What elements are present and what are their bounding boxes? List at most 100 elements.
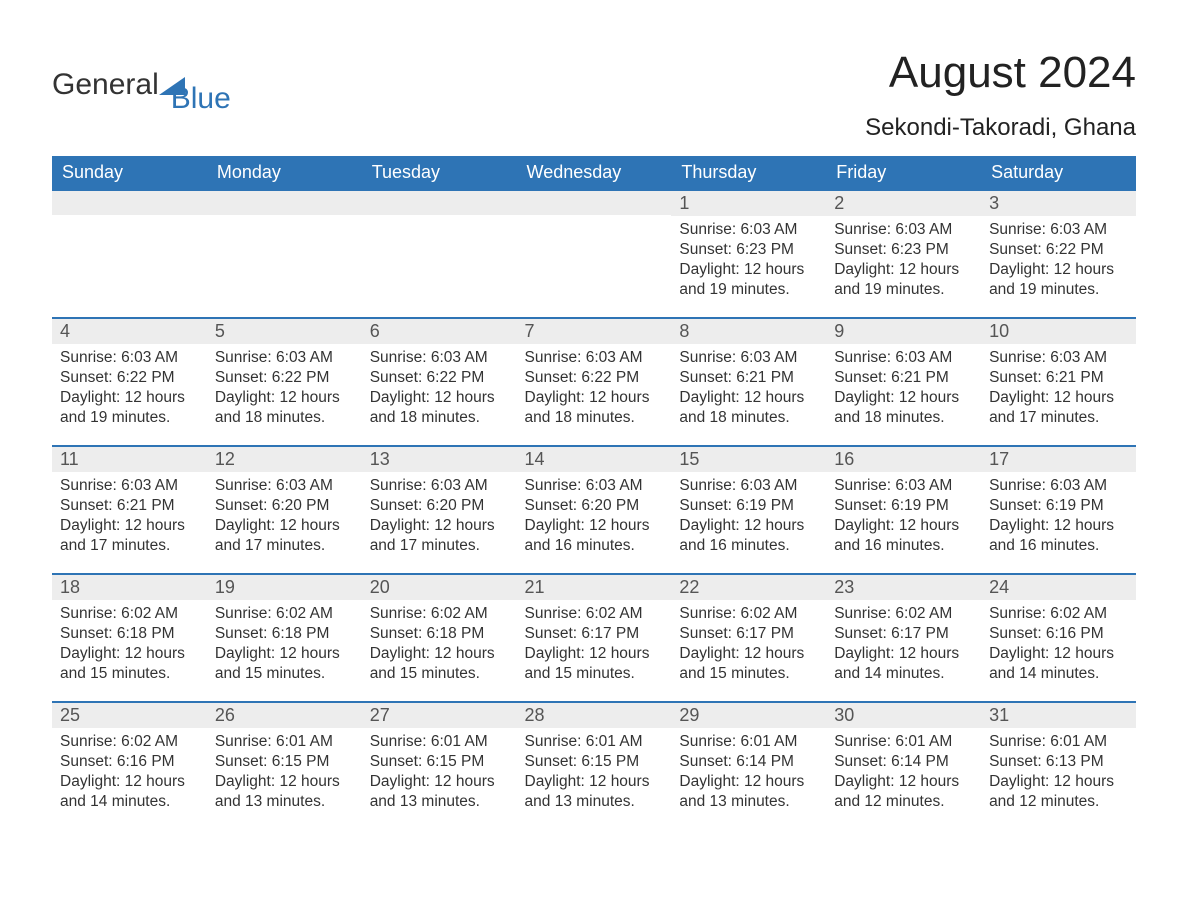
logo: General Blue (52, 48, 249, 102)
calendar-header: SundayMondayTuesdayWednesdayThursdayFrid… (52, 156, 1136, 189)
calendar-cell: 24Sunrise: 6:02 AMSunset: 6:16 PMDayligh… (981, 573, 1136, 701)
calendar-cell: 8Sunrise: 6:03 AMSunset: 6:21 PMDaylight… (671, 317, 826, 445)
daylight-line: Daylight: 12 hours and 18 minutes. (834, 388, 973, 428)
calendar-cell: 14Sunrise: 6:03 AMSunset: 6:20 PMDayligh… (517, 445, 672, 573)
day-details: Sunrise: 6:02 AMSunset: 6:17 PMDaylight:… (517, 600, 672, 685)
day-details: Sunrise: 6:03 AMSunset: 6:22 PMDaylight:… (981, 216, 1136, 301)
day-details: Sunrise: 6:03 AMSunset: 6:20 PMDaylight:… (207, 472, 362, 557)
sunrise-line: Sunrise: 6:03 AM (679, 220, 818, 240)
daylight-line: Daylight: 12 hours and 17 minutes. (370, 516, 509, 556)
calendar-cell: 28Sunrise: 6:01 AMSunset: 6:15 PMDayligh… (517, 701, 672, 829)
calendar-cell: 27Sunrise: 6:01 AMSunset: 6:15 PMDayligh… (362, 701, 517, 829)
day-details: Sunrise: 6:03 AMSunset: 6:19 PMDaylight:… (671, 472, 826, 557)
calendar-cell: 22Sunrise: 6:02 AMSunset: 6:17 PMDayligh… (671, 573, 826, 701)
day-number: 1 (671, 189, 826, 216)
day-number: 25 (52, 701, 207, 728)
sunrise-line: Sunrise: 6:01 AM (525, 732, 664, 752)
day-details: Sunrise: 6:02 AMSunset: 6:17 PMDaylight:… (826, 600, 981, 685)
sunrise-line: Sunrise: 6:02 AM (60, 604, 199, 624)
sunrise-line: Sunrise: 6:03 AM (679, 348, 818, 368)
calendar-cell (362, 189, 517, 317)
sunset-line: Sunset: 6:21 PM (834, 368, 973, 388)
empty-day-bar (362, 189, 517, 215)
day-number: 6 (362, 317, 517, 344)
daylight-line: Daylight: 12 hours and 16 minutes. (679, 516, 818, 556)
calendar-cell: 3Sunrise: 6:03 AMSunset: 6:22 PMDaylight… (981, 189, 1136, 317)
sunset-line: Sunset: 6:17 PM (679, 624, 818, 644)
sunset-line: Sunset: 6:22 PM (60, 368, 199, 388)
calendar-cell: 21Sunrise: 6:02 AMSunset: 6:17 PMDayligh… (517, 573, 672, 701)
calendar-week: 18Sunrise: 6:02 AMSunset: 6:18 PMDayligh… (52, 573, 1136, 701)
sunset-line: Sunset: 6:19 PM (679, 496, 818, 516)
sunrise-line: Sunrise: 6:02 AM (525, 604, 664, 624)
day-details: Sunrise: 6:01 AMSunset: 6:15 PMDaylight:… (207, 728, 362, 813)
day-details: Sunrise: 6:01 AMSunset: 6:15 PMDaylight:… (362, 728, 517, 813)
sunset-line: Sunset: 6:23 PM (834, 240, 973, 260)
day-details: Sunrise: 6:02 AMSunset: 6:16 PMDaylight:… (52, 728, 207, 813)
sunset-line: Sunset: 6:20 PM (215, 496, 354, 516)
day-number: 31 (981, 701, 1136, 728)
daylight-line: Daylight: 12 hours and 19 minutes. (679, 260, 818, 300)
day-header: Sunday (52, 156, 207, 189)
daylight-line: Daylight: 12 hours and 12 minutes. (989, 772, 1128, 812)
calendar-cell: 19Sunrise: 6:02 AMSunset: 6:18 PMDayligh… (207, 573, 362, 701)
calendar-cell: 6Sunrise: 6:03 AMSunset: 6:22 PMDaylight… (362, 317, 517, 445)
day-header: Friday (826, 156, 981, 189)
daylight-line: Daylight: 12 hours and 14 minutes. (834, 644, 973, 684)
sunset-line: Sunset: 6:14 PM (679, 752, 818, 772)
day-details: Sunrise: 6:01 AMSunset: 6:14 PMDaylight:… (826, 728, 981, 813)
day-details: Sunrise: 6:02 AMSunset: 6:18 PMDaylight:… (207, 600, 362, 685)
calendar-body: 1Sunrise: 6:03 AMSunset: 6:23 PMDaylight… (52, 189, 1136, 829)
day-number: 12 (207, 445, 362, 472)
calendar-week: 25Sunrise: 6:02 AMSunset: 6:16 PMDayligh… (52, 701, 1136, 829)
sunrise-line: Sunrise: 6:02 AM (679, 604, 818, 624)
day-header: Thursday (671, 156, 826, 189)
calendar-cell: 29Sunrise: 6:01 AMSunset: 6:14 PMDayligh… (671, 701, 826, 829)
calendar-cell (517, 189, 672, 317)
sunrise-line: Sunrise: 6:03 AM (834, 220, 973, 240)
sunset-line: Sunset: 6:16 PM (989, 624, 1128, 644)
daylight-line: Daylight: 12 hours and 13 minutes. (215, 772, 354, 812)
daylight-line: Daylight: 12 hours and 15 minutes. (215, 644, 354, 684)
header-row: General Blue August 2024 Sekondi-Takorad… (52, 48, 1136, 142)
calendar-cell: 26Sunrise: 6:01 AMSunset: 6:15 PMDayligh… (207, 701, 362, 829)
day-number: 28 (517, 701, 672, 728)
day-number: 7 (517, 317, 672, 344)
calendar-cell: 1Sunrise: 6:03 AMSunset: 6:23 PMDaylight… (671, 189, 826, 317)
sunset-line: Sunset: 6:18 PM (215, 624, 354, 644)
day-number: 16 (826, 445, 981, 472)
day-number: 19 (207, 573, 362, 600)
sunrise-line: Sunrise: 6:01 AM (370, 732, 509, 752)
day-details: Sunrise: 6:03 AMSunset: 6:22 PMDaylight:… (362, 344, 517, 429)
calendar-cell: 16Sunrise: 6:03 AMSunset: 6:19 PMDayligh… (826, 445, 981, 573)
daylight-line: Daylight: 12 hours and 15 minutes. (60, 644, 199, 684)
day-number: 26 (207, 701, 362, 728)
day-details: Sunrise: 6:03 AMSunset: 6:22 PMDaylight:… (52, 344, 207, 429)
day-number: 2 (826, 189, 981, 216)
sunset-line: Sunset: 6:20 PM (370, 496, 509, 516)
calendar-cell: 5Sunrise: 6:03 AMSunset: 6:22 PMDaylight… (207, 317, 362, 445)
daylight-line: Daylight: 12 hours and 18 minutes. (370, 388, 509, 428)
location-subtitle: Sekondi-Takoradi, Ghana (865, 114, 1136, 142)
day-details: Sunrise: 6:02 AMSunset: 6:18 PMDaylight:… (362, 600, 517, 685)
calendar-week: 4Sunrise: 6:03 AMSunset: 6:22 PMDaylight… (52, 317, 1136, 445)
sunrise-line: Sunrise: 6:03 AM (60, 348, 199, 368)
day-header: Saturday (981, 156, 1136, 189)
sunrise-line: Sunrise: 6:03 AM (370, 348, 509, 368)
sunset-line: Sunset: 6:21 PM (679, 368, 818, 388)
sunset-line: Sunset: 6:21 PM (60, 496, 199, 516)
calendar-cell: 9Sunrise: 6:03 AMSunset: 6:21 PMDaylight… (826, 317, 981, 445)
daylight-line: Daylight: 12 hours and 15 minutes. (679, 644, 818, 684)
day-details: Sunrise: 6:01 AMSunset: 6:13 PMDaylight:… (981, 728, 1136, 813)
sunset-line: Sunset: 6:18 PM (370, 624, 509, 644)
sunset-line: Sunset: 6:22 PM (215, 368, 354, 388)
calendar-cell: 23Sunrise: 6:02 AMSunset: 6:17 PMDayligh… (826, 573, 981, 701)
calendar-cell: 7Sunrise: 6:03 AMSunset: 6:22 PMDaylight… (517, 317, 672, 445)
day-details: Sunrise: 6:01 AMSunset: 6:14 PMDaylight:… (671, 728, 826, 813)
day-number: 4 (52, 317, 207, 344)
sunrise-line: Sunrise: 6:03 AM (834, 348, 973, 368)
month-title: August 2024 (865, 48, 1136, 98)
sunset-line: Sunset: 6:13 PM (989, 752, 1128, 772)
daylight-line: Daylight: 12 hours and 19 minutes. (989, 260, 1128, 300)
daylight-line: Daylight: 12 hours and 16 minutes. (834, 516, 973, 556)
